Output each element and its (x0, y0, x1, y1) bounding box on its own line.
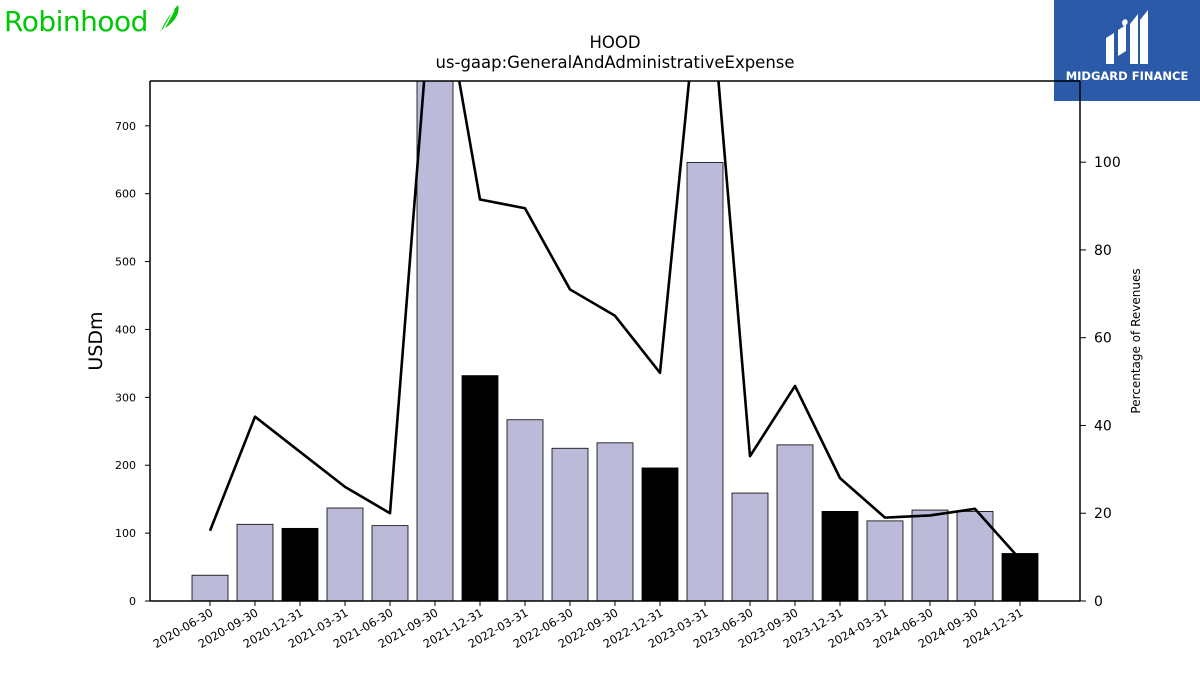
y2-tick-label: 80 (1094, 243, 1112, 259)
bar (596, 442, 634, 601)
midgard-finance-logo: MIDGARD FINANCE (1054, 0, 1200, 101)
y2-axis-label: Percentage of Revenues (1129, 268, 1143, 413)
y-tick-label: 200 (115, 459, 136, 472)
bar (776, 444, 814, 601)
bar (821, 510, 859, 601)
bar (461, 375, 499, 601)
y-tick-label: 400 (115, 323, 136, 336)
bar (236, 523, 274, 601)
midgard-finance-label: MIDGARD FINANCE (1065, 69, 1189, 83)
robinhood-logo: Robinhood (4, 2, 182, 40)
bar-series (191, 81, 1039, 601)
bar (641, 467, 679, 601)
midgard-mark-icon (1106, 10, 1148, 64)
bar (1001, 553, 1039, 601)
bar (416, 81, 454, 601)
bar (686, 162, 724, 601)
y-tick-label: 700 (115, 120, 136, 133)
y2-tick-label: 60 (1094, 331, 1112, 347)
bar (866, 520, 904, 601)
y2-tick-label: 100 (1094, 155, 1121, 171)
robinhood-wordmark: Robinhood (4, 4, 148, 38)
y2-tick-label: 20 (1094, 506, 1112, 522)
line-series (208, 81, 1021, 561)
y-tick-label: 600 (115, 188, 136, 201)
y-tick-label: 300 (115, 391, 136, 404)
bar (731, 492, 769, 601)
y-tick-label: 500 (115, 256, 136, 269)
y-tick-label: 0 (129, 595, 136, 608)
bar (911, 509, 949, 601)
bar (326, 507, 364, 601)
chart-title: HOOD (589, 33, 640, 52)
bar (506, 419, 544, 601)
percentage-line (208, 81, 1021, 561)
y-axis-label: USDm (85, 311, 107, 370)
bar (281, 527, 319, 601)
chart-subtitle: us-gaap:GeneralAndAdministrativeExpense (435, 53, 794, 72)
robinhood-feather-icon (157, 5, 179, 38)
bar (956, 510, 994, 601)
y-tick-label: 100 (115, 527, 136, 540)
bar (191, 574, 229, 601)
bar (371, 525, 409, 601)
bar (551, 447, 589, 601)
y2-tick-label: 40 (1094, 418, 1112, 434)
y2-tick-label: 0 (1094, 594, 1103, 610)
